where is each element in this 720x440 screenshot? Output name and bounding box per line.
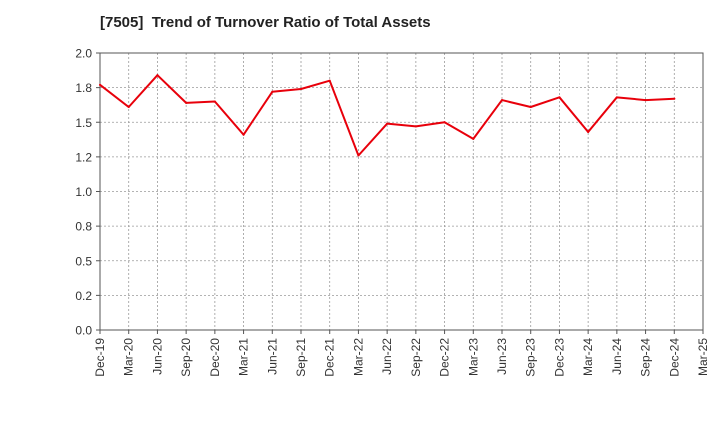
- data-point: [357, 154, 360, 157]
- x-tick-label: Mar-20: [122, 338, 136, 376]
- y-tick-label: 1.5: [75, 116, 92, 130]
- y-tick-label: 0.0: [75, 324, 92, 338]
- y-tick-label: 2.0: [75, 47, 92, 61]
- data-point: [644, 99, 647, 102]
- data-point: [443, 121, 446, 124]
- x-tick-label: Dec-24: [667, 338, 681, 377]
- x-tick-label: Jun-24: [610, 338, 624, 375]
- x-tick-label: Dec-21: [323, 338, 337, 377]
- data-point: [127, 106, 130, 109]
- y-tick-label: 0.8: [75, 220, 92, 234]
- x-tick-label: Mar-22: [351, 338, 365, 376]
- y-tick-label: 0.2: [75, 289, 92, 303]
- x-tick-label: Sep-20: [179, 338, 193, 377]
- data-point: [156, 74, 159, 77]
- data-point: [472, 137, 475, 140]
- x-tick-label: Jun-21: [265, 338, 279, 375]
- x-tick-label: Mar-21: [237, 338, 251, 376]
- x-tick-label: Mar-24: [581, 338, 595, 376]
- y-tick-label: 0.5: [75, 254, 92, 268]
- x-tick-label: Dec-23: [552, 338, 566, 377]
- data-point: [529, 106, 532, 109]
- data-point: [414, 125, 417, 128]
- x-tick-label: Jun-20: [150, 338, 164, 375]
- x-tick-label: Dec-20: [208, 338, 222, 377]
- data-point: [587, 130, 590, 133]
- data-point: [271, 90, 274, 93]
- data-point: [558, 96, 561, 99]
- x-tick-label: Sep-24: [639, 338, 653, 377]
- chart-title: [7505] Trend of Turnover Ratio of Total …: [100, 14, 431, 31]
- y-tick-label: 1.2: [75, 150, 92, 164]
- data-point: [673, 97, 676, 100]
- series-line: [99, 74, 676, 157]
- x-tick-label: Sep-23: [524, 338, 538, 377]
- x-tick-label: Sep-22: [409, 338, 423, 377]
- y-tick-label: 1.0: [75, 185, 92, 199]
- x-tick-label: Sep-21: [294, 338, 308, 377]
- data-point: [615, 96, 618, 99]
- x-tick-label: Jun-22: [380, 338, 394, 375]
- x-tick-label: Dec-19: [93, 338, 107, 377]
- data-point: [213, 100, 216, 103]
- data-point: [300, 88, 302, 91]
- x-tick-label: Dec-22: [438, 338, 452, 377]
- data-point: [242, 133, 245, 136]
- data-point: [99, 83, 101, 86]
- data-point: [386, 122, 389, 125]
- data-point: [328, 79, 331, 82]
- x-tick-label: Mar-23: [466, 338, 480, 376]
- x-tick-label: Jun-23: [495, 338, 509, 375]
- y-tick-label: 1.8: [75, 81, 92, 95]
- x-tick-label: Mar-25: [696, 338, 710, 376]
- data-point: [501, 99, 503, 102]
- data-point: [185, 101, 188, 104]
